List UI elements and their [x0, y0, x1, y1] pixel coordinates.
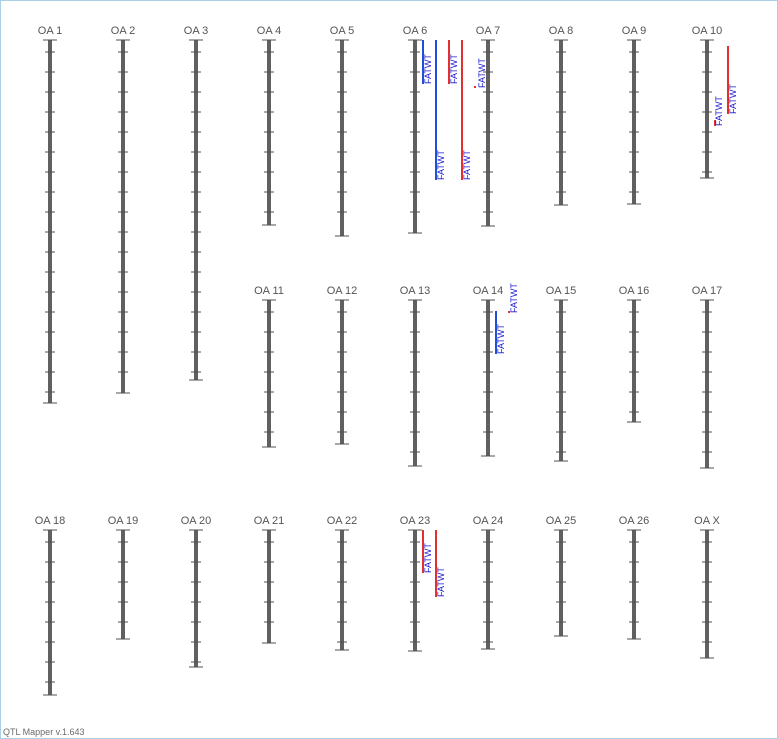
chromosome-label-oa-12: OA 12	[327, 285, 358, 297]
chromosome-label-oa-23: OA 23	[400, 515, 431, 527]
qtl-trait-label: FATWT	[714, 96, 724, 126]
chromosome-label-oa-8: OA 8	[549, 25, 573, 37]
chromosome-bar-oa-8	[559, 40, 563, 205]
qtl-trait-label: FATWT	[423, 54, 433, 84]
qtl-trait-label: FATWT	[477, 58, 487, 88]
chromosome-bar-oa-10	[705, 40, 709, 178]
app-version-label: QTL Mapper v.1.643	[3, 727, 85, 737]
chromosome-label-oa-14: OA 14	[473, 285, 504, 297]
chromosome-label-oa-3: OA 3	[184, 25, 208, 37]
chromosome-bar-oa-17	[705, 300, 709, 468]
chromosome-label-oa-6: OA 6	[403, 25, 427, 37]
chromosome-bar-oa-7	[486, 40, 490, 226]
chromosome-label-oa-9: OA 9	[622, 25, 646, 37]
chromosome-bar-oa-9	[632, 40, 636, 204]
chromosome-label-oa-16: OA 16	[619, 285, 650, 297]
chromosome-label-oa-15: OA 15	[546, 285, 577, 297]
chromosome-label-oa-18: OA 18	[35, 515, 66, 527]
qtl-trait-label: FATWT	[436, 150, 446, 180]
chromosome-label-oa-13: OA 13	[400, 285, 431, 297]
chromosome-bar-oa-19	[121, 530, 125, 639]
chromosome-label-oa-26: OA 26	[619, 515, 650, 527]
chromosome-bar-oa-13	[413, 300, 417, 466]
chromosome-bar-oa-26	[632, 530, 636, 639]
chromosome-bar-oa-16	[632, 300, 636, 422]
chromosome-bar-oa-18	[48, 530, 52, 695]
chromosome-label-oa-10: OA 10	[692, 25, 723, 37]
chromosome-bar-oa-20	[194, 530, 198, 667]
chromosome-bar-oa-5	[340, 40, 344, 236]
chromosome-bar-oa-23	[413, 530, 417, 651]
chromosome-bar-oa-22	[340, 530, 344, 650]
chromosome-label-oa-11: OA 11	[254, 285, 284, 297]
chromosome-label-oa-17: OA 17	[692, 285, 723, 297]
chromosome-bar-oa-24	[486, 530, 490, 649]
chromosome-bar-oa-11	[267, 300, 271, 447]
qtl-trait-label: FATWT	[436, 567, 446, 597]
chromosome-bar-oa-21	[267, 530, 271, 643]
chromosome-bar-oa-2	[121, 40, 125, 393]
chromosome-label-oa-25: OA 25	[546, 515, 577, 527]
chromosome-label-oa-24: OA 24	[473, 515, 504, 527]
qtl-trait-label: FATWT	[462, 150, 472, 180]
chromosome-bar-oa-15	[559, 300, 563, 461]
qtl-trait-label: FATWT	[496, 324, 506, 354]
chromosome-label-oa-2: OA 2	[111, 25, 135, 37]
chromosome-label-oa-4: OA 4	[257, 25, 281, 37]
chromosome-label-oa-1: OA 1	[38, 25, 62, 37]
chromosome-label-oa-19: OA 19	[108, 515, 139, 527]
qtl-trait-label: FATWT	[449, 54, 459, 84]
chromosome-bar-oa-14	[486, 300, 490, 456]
chromosome-label-oa-20: OA 20	[181, 515, 212, 527]
chromosome-bar-oa-25	[559, 530, 563, 636]
chromosome-bar-oa-6	[413, 40, 417, 233]
chromosome-label-oa-7: OA 7	[476, 25, 500, 37]
chromosome-bar-oa-x	[705, 530, 709, 658]
qtl-trait-label: FATWT	[728, 84, 738, 114]
chromosome-label-oa-5: OA 5	[330, 25, 354, 37]
chromosome-bar-oa-1	[48, 40, 52, 403]
qtl-trait-label: FATWT	[423, 543, 433, 573]
chromosome-label-oa-21: OA 21	[254, 515, 285, 527]
qtl-trait-label: FATWT	[509, 283, 519, 313]
chromosome-label-oa-x: OA X	[694, 515, 720, 527]
chromosome-label-oa-22: OA 22	[327, 515, 358, 527]
chromosome-bar-oa-3	[194, 40, 198, 380]
